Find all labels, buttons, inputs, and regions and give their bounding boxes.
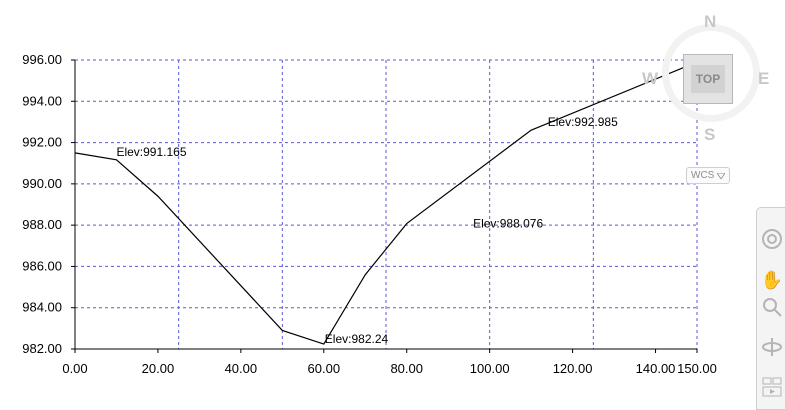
showmotion-icon[interactable] (760, 376, 784, 400)
compass-south-label[interactable]: S (704, 125, 716, 144)
y-tick-label: 982.00 (22, 341, 62, 356)
steering-wheel-icon[interactable] (760, 228, 784, 252)
x-tick-label: 100.00 (470, 361, 510, 376)
x-tick-label: 140.00 (636, 361, 676, 376)
y-tick-label: 990.00 (22, 176, 62, 191)
pan-icon[interactable]: ✋ (760, 270, 784, 290)
y-tick-label: 984.00 (22, 300, 62, 315)
annotations: Elev:991.165 Elev:982.24 Elev:988.076 Elev:… (116, 115, 618, 346)
viewcube-face-label: TOP (690, 65, 726, 93)
x-tick-label: 150.00 (677, 361, 717, 376)
elevation-label: Elev:991.165 (116, 145, 186, 159)
compass-north-label[interactable]: N (704, 12, 717, 31)
wcs-label: WCS (691, 170, 715, 181)
elevation-label: Elev:988.076 (473, 217, 543, 231)
elevation-label: Elev:982.24 (325, 332, 389, 346)
x-tick-label: 60.00 (308, 361, 341, 376)
tick-labels: 982.00 984.00 986.00 988.00 990.00 992.00 994.… (22, 52, 717, 376)
compass-ring[interactable] (662, 24, 760, 122)
navigation-bar: ✋ (756, 207, 785, 410)
orbit-icon[interactable] (760, 336, 784, 360)
y-tick-label: 986.00 (22, 258, 62, 273)
viewcube-top-face[interactable]: TOP (683, 54, 733, 104)
x-tick-label: 0.00 (62, 361, 87, 376)
y-tick-label: 988.00 (22, 217, 62, 232)
x-tick-label: 120.00 (553, 361, 593, 376)
y-tick-label: 994.00 (22, 93, 62, 108)
series (74, 61, 698, 345)
zoom-icon[interactable] (760, 296, 784, 320)
viewcube[interactable]: N S W E TOP WCS (642, 12, 778, 187)
x-tick-label: 40.00 (225, 361, 258, 376)
profile-line-0 (74, 61, 698, 345)
x-tick-label: 80.00 (390, 361, 423, 376)
grid (75, 59, 698, 350)
chevron-down-icon (717, 172, 726, 179)
y-tick-label: 992.00 (22, 135, 62, 150)
elevation-label: Elev:992.985 (548, 115, 618, 129)
compass-east-label[interactable]: E (758, 69, 770, 88)
y-tick-label: 996.00 (22, 52, 62, 67)
compass-west-label[interactable]: W (642, 69, 659, 88)
wcs-menu-button[interactable]: WCS (686, 167, 731, 184)
x-tick-label: 20.00 (142, 361, 175, 376)
axes (71, 59, 698, 353)
